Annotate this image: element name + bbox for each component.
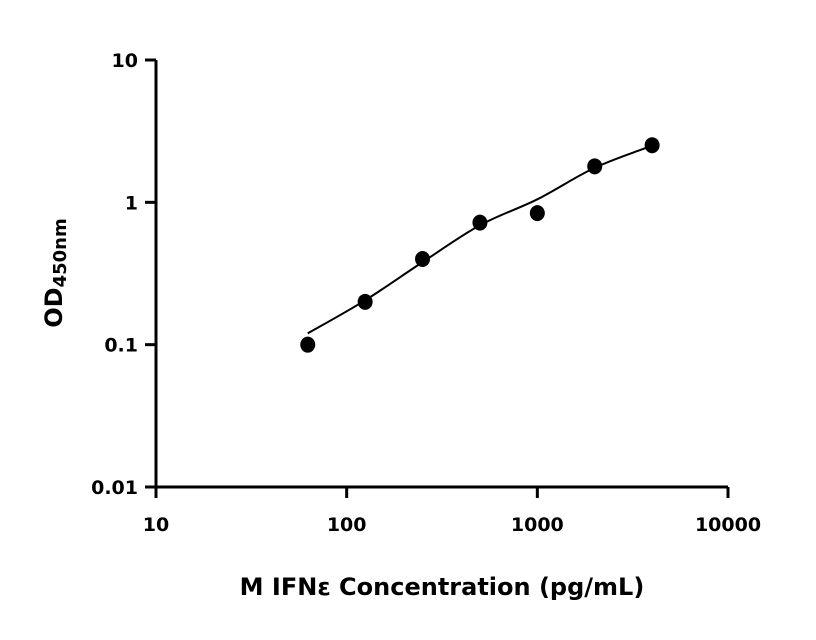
tick-labels: 10 100 1000 10000 0.01 0.1 1 10 (91, 50, 761, 536)
data-point (644, 137, 660, 154)
data-point (472, 214, 488, 231)
y-axis-label: OD450nm (40, 218, 71, 327)
y-tick-label: 10 (112, 50, 138, 72)
y-axis-label-subscript: 450nm (50, 218, 71, 287)
x-tick-label: 1000 (511, 514, 564, 536)
y-axis-label-main: OD (40, 287, 68, 327)
data-points (300, 137, 660, 353)
y-tick-label: 0.01 (91, 477, 138, 499)
data-point (529, 205, 545, 222)
x-axis-label: M IFNε Concentration (pg/mL) (240, 573, 645, 601)
data-point (587, 158, 603, 175)
data-point (415, 250, 431, 267)
x-tick-label: 100 (327, 514, 367, 536)
x-tick-label: 10000 (695, 514, 761, 536)
data-point (300, 336, 316, 353)
y-tick-label: 1 (125, 192, 138, 214)
data-point (357, 293, 373, 310)
y-tick-label: 0.1 (104, 335, 138, 357)
x-tick-label: 10 (143, 514, 169, 536)
axes (145, 58, 730, 498)
